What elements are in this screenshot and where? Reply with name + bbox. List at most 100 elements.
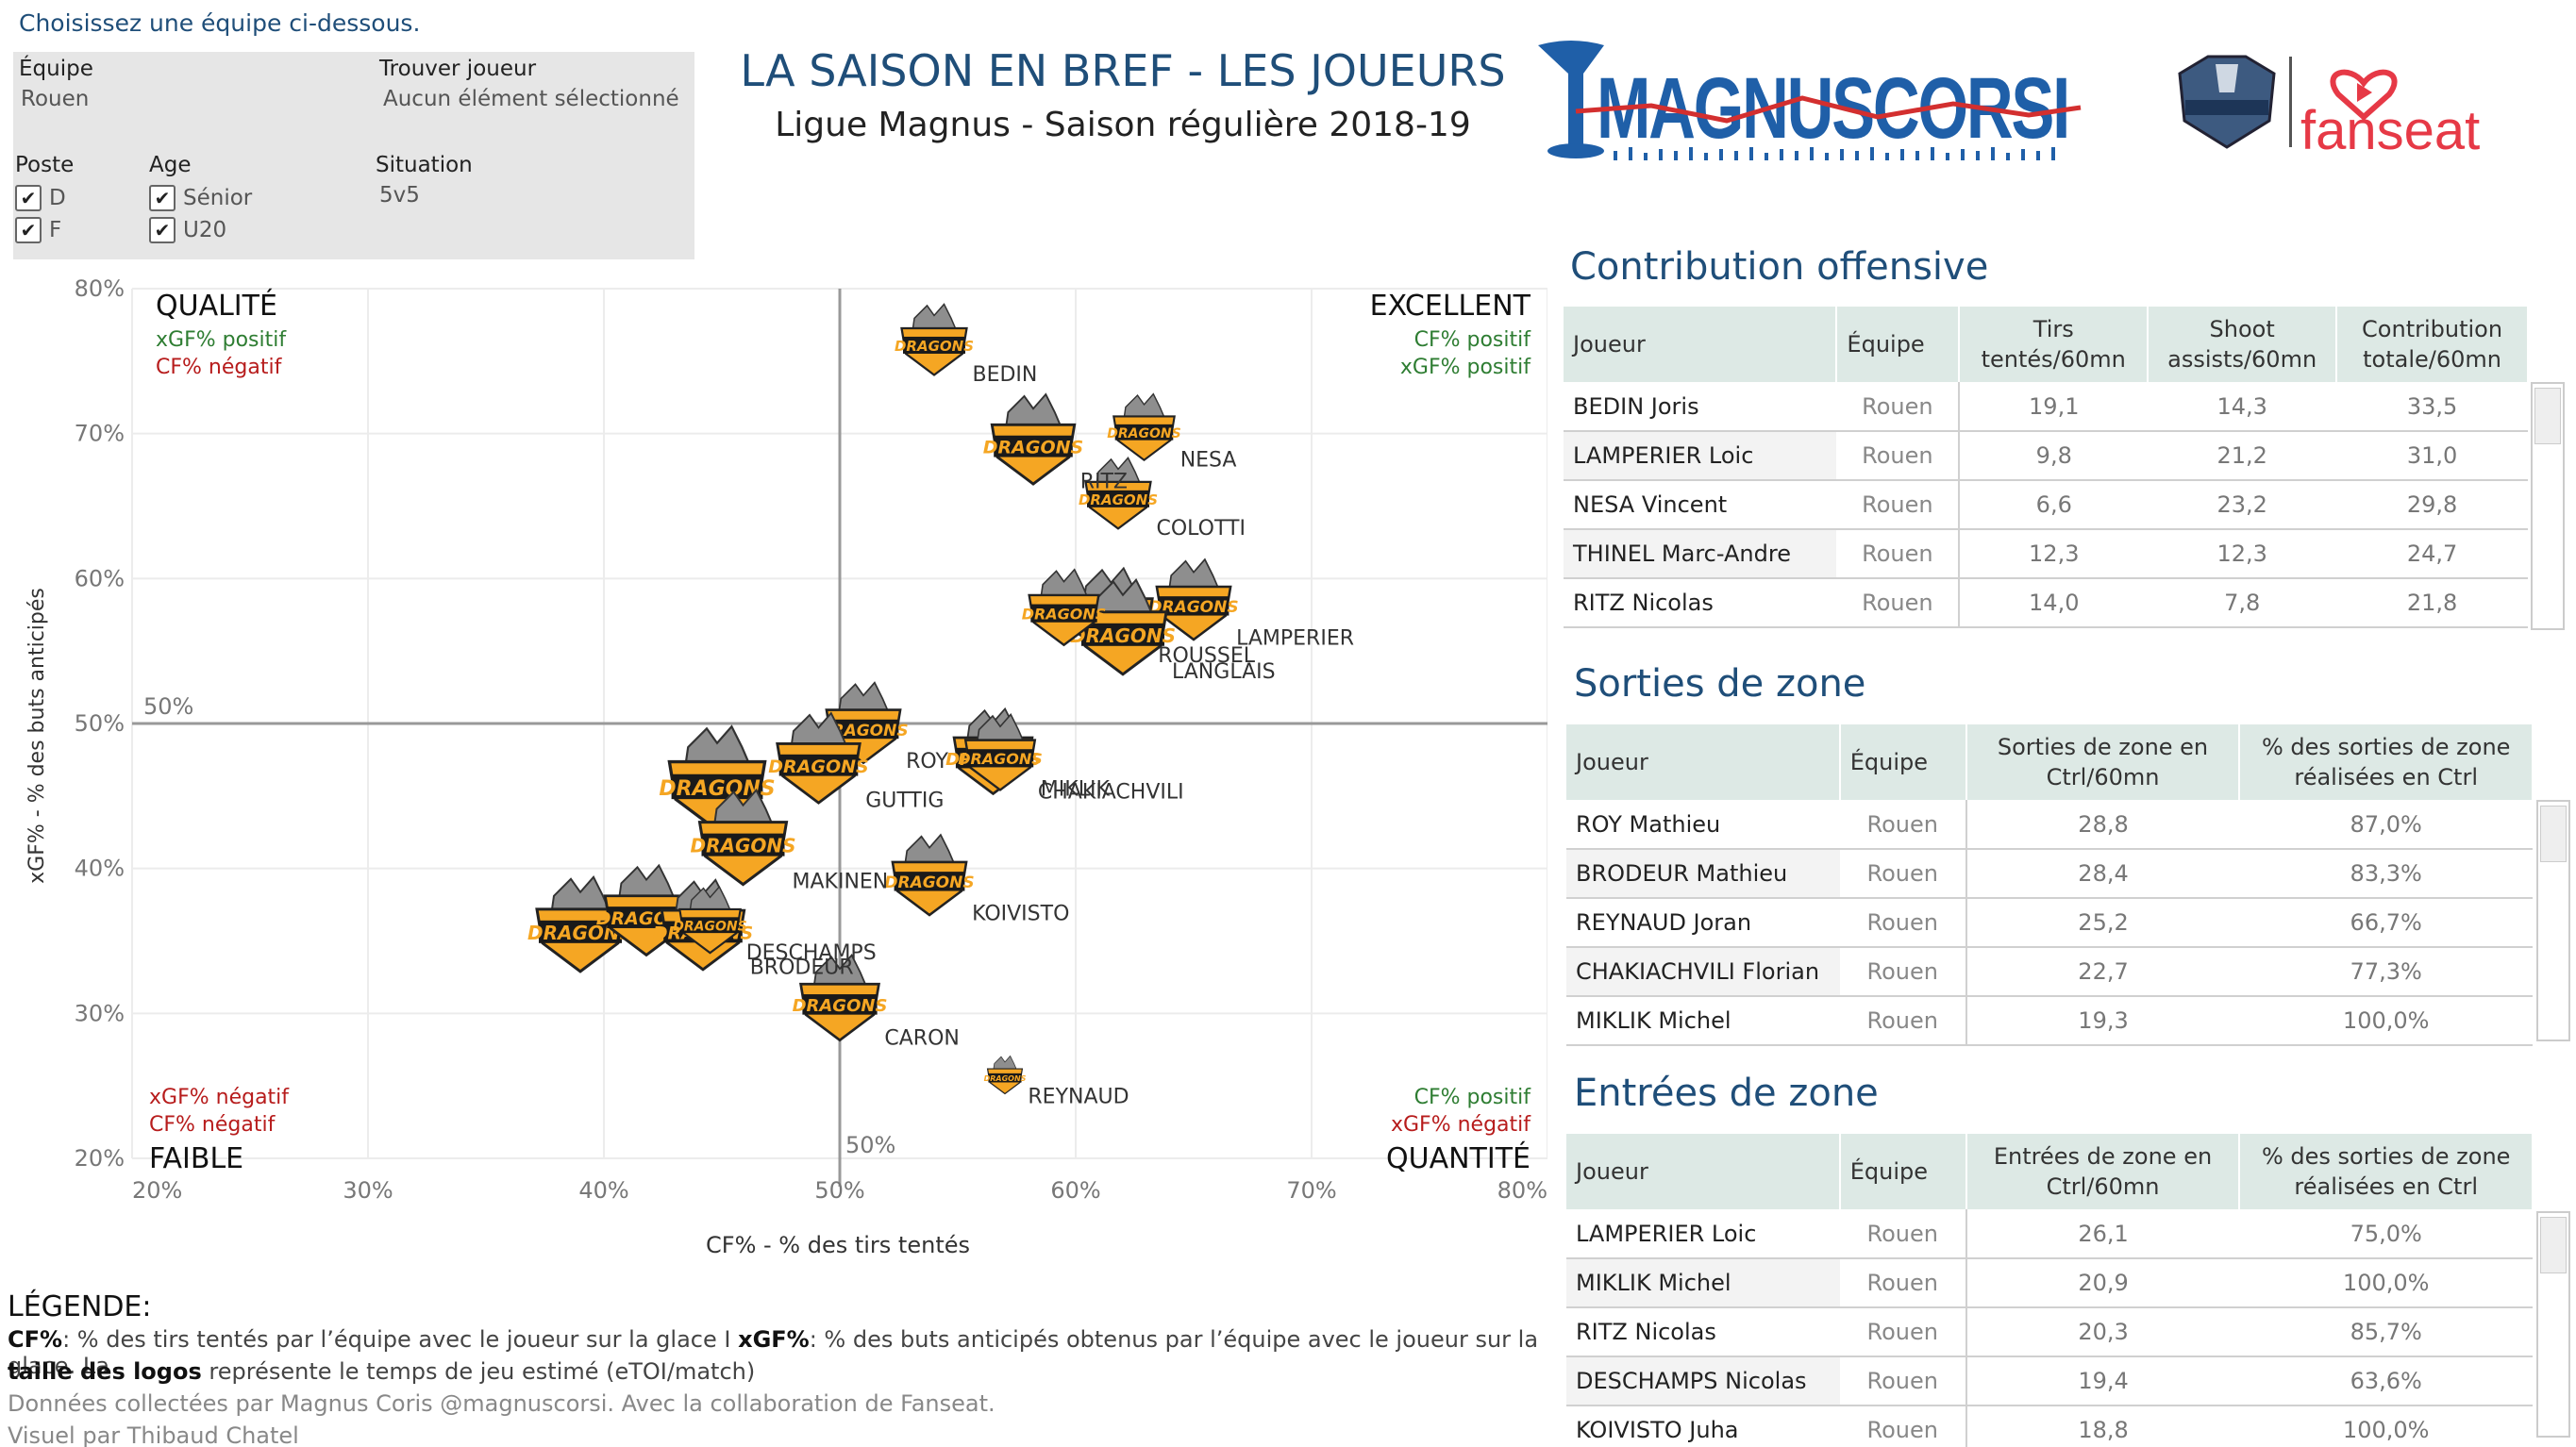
- stat-cell: 14,0: [1959, 578, 2149, 628]
- scatter-chart: 50% 50% 20% 20% 30% 30% 40% 40% 50% 50% 60% 60% 70%…: [25, 275, 1547, 1258]
- table-row[interactable]: MIKLIK Michel Rouen 20,9 100,0%: [1566, 1258, 2533, 1308]
- situation-filter-value[interactable]: 5v5: [379, 183, 420, 208]
- magnuscorsi-logo: MAGNUSCORSI: [1538, 36, 2095, 163]
- table-row[interactable]: BRODEUR Mathieu Rouen 28,4 83,3%: [1566, 849, 2533, 899]
- dragons-logo-point[interactable]: DRAGONS: [1148, 557, 1239, 641]
- age-option-u20[interactable]: ✔ U20: [149, 214, 252, 246]
- quadrant-top-left-line2: CF% négatif: [156, 356, 283, 379]
- table-row[interactable]: NESA Vincent Rouen 6,6 23,2 29,8: [1564, 480, 2528, 530]
- age-option-senior[interactable]: ✔ Sénior: [149, 182, 252, 214]
- position-option-d[interactable]: ✔ D: [15, 182, 66, 214]
- column-header[interactable]: Entrées de zone en Ctrl/60mn: [1965, 1134, 2241, 1209]
- dragon-marker-text: DRAGONS: [958, 750, 1043, 768]
- checkbox-checked-icon[interactable]: ✔: [15, 217, 42, 243]
- dragon-banner: [1114, 424, 1174, 441]
- dragons-logo-point[interactable]: DRAGONS: [673, 885, 747, 955]
- team-cell: Rouen: [1836, 382, 1961, 432]
- dragon-banner: [778, 754, 859, 776]
- player-name-cell: REYNAUD Joran: [1566, 898, 1840, 948]
- offense-table-scrollbar[interactable]: [2531, 382, 2565, 630]
- exits-section-title: Sorties de zone: [1574, 662, 1866, 706]
- table-row[interactable]: REYNAUD Joran Rouen 25,2 66,7%: [1566, 898, 2533, 948]
- dragon-marker-text: DRAGONS: [1148, 598, 1238, 617]
- dragons-logo-point[interactable]: DRAGONS: [984, 1055, 1027, 1095]
- table-row[interactable]: KOIVISTO Juha Rouen 18,8 100,0%: [1566, 1405, 2533, 1447]
- x-axis-title: CF% - % des tirs tentés: [706, 1232, 970, 1258]
- dragon-head-icon: [1005, 392, 1062, 426]
- table-row[interactable]: RITZ Nicolas Rouen 14,0 7,8 21,8: [1564, 578, 2528, 628]
- dragons-logo-point[interactable]: DRAGONS: [884, 833, 975, 917]
- team-filter-dropdown[interactable]: Rouen: [21, 87, 90, 111]
- table-row[interactable]: LAMPERIER Loic Rouen 9,8 21,2 31,0: [1564, 431, 2528, 481]
- dragons-logo-point[interactable]: DRAGONS: [690, 788, 796, 887]
- player-name-cell: LAMPERIER Loic: [1564, 431, 1837, 481]
- table-row[interactable]: ROY Mathieu Rouen 28,8 87,0%: [1566, 800, 2533, 850]
- table-row[interactable]: RITZ Nicolas Rouen 20,3 85,7%: [1566, 1307, 2533, 1357]
- y-tick-label: 30%: [75, 1000, 125, 1026]
- column-header[interactable]: Équipe: [1839, 724, 1967, 800]
- y-tick-label: 70%: [75, 421, 125, 447]
- dragons-logo-point[interactable]: DRAGONS: [1079, 457, 1158, 530]
- reference-line-x-label: 50%: [845, 1132, 895, 1158]
- legend-size-text: représente le temps de jeu estimé (eTOI/…: [209, 1358, 756, 1385]
- dragon-banner: [701, 833, 785, 857]
- legend-xgf-term: xGF%: [738, 1326, 810, 1353]
- dragons-logo-point[interactable]: DRAGONS: [793, 954, 888, 1042]
- stat-cell: 33,5: [2336, 382, 2528, 432]
- exits-table-scrollbar[interactable]: [2536, 800, 2570, 1041]
- column-header[interactable]: Contribution totale/60mn: [2336, 307, 2529, 382]
- team-filter-label: Équipe: [19, 57, 93, 81]
- stat-cell: 9,8: [1959, 431, 2149, 481]
- table-row[interactable]: MIKLIK Michel Rouen 19,3 100,0%: [1566, 996, 2533, 1046]
- dragon-head-icon: [618, 863, 675, 897]
- dragon-head-icon: [684, 724, 750, 763]
- column-header[interactable]: Joueur: [1566, 1134, 1841, 1209]
- checkbox-checked-icon[interactable]: ✔: [149, 217, 176, 243]
- point-label: GUTTIG: [865, 790, 944, 813]
- point-label: ROUSSEL: [1158, 644, 1256, 668]
- column-header[interactable]: Équipe: [1836, 307, 1961, 382]
- position-option-f[interactable]: ✔ F: [15, 214, 66, 246]
- dragons-logo-point[interactable]: DRAGONS: [895, 303, 974, 376]
- checkbox-checked-icon[interactable]: ✔: [149, 185, 176, 211]
- quadrant-bottom-left-title: FAIBLE: [149, 1142, 243, 1175]
- team-cell: Rouen: [1839, 898, 1967, 948]
- dragons-logo-point[interactable]: DRAGONS: [983, 392, 1083, 486]
- stat-cell: 12,3: [1959, 529, 2149, 579]
- column-header[interactable]: % des sorties de zone réalisées en Ctrl: [2239, 724, 2534, 800]
- stat-cell: 6,6: [1959, 480, 2149, 530]
- dragons-logo-point[interactable]: DRAGONS: [958, 712, 1043, 791]
- column-header[interactable]: Shoot assists/60mn: [2148, 307, 2338, 382]
- dragons-logo-point[interactable]: DRAGONS: [596, 863, 696, 957]
- table-row[interactable]: CHAKIACHVILI Florian Rouen 22,7 77,3%: [1566, 947, 2533, 997]
- table-row[interactable]: LAMPERIER Loic Rouen 26,1 75,0%: [1566, 1209, 2533, 1259]
- column-header[interactable]: Sorties de zone en Ctrl/60mn: [1965, 724, 2241, 800]
- dragons-logo-point[interactable]: DRAGONS: [659, 724, 776, 833]
- team-cell: Rouen: [1839, 1356, 1967, 1406]
- column-header[interactable]: Joueur: [1566, 724, 1841, 800]
- dragons-logo-point[interactable]: DRAGONS: [1107, 392, 1181, 461]
- dragons-logo-point[interactable]: DRAGONS: [1022, 568, 1107, 647]
- column-header[interactable]: Tirs tentés/60mn: [1959, 307, 2149, 382]
- stat-cell: 87,0%: [2239, 800, 2533, 850]
- team-cell: Rouen: [1839, 1307, 1967, 1357]
- column-header[interactable]: Joueur: [1564, 307, 1838, 382]
- x-tick-label: 30%: [343, 1177, 393, 1204]
- player-search-dropdown[interactable]: Aucun élément sélectionné: [383, 87, 679, 111]
- table-row[interactable]: DESCHAMPS Nicolas Rouen 19,4 63,6%: [1566, 1356, 2533, 1406]
- dragon-banner: [1158, 596, 1229, 616]
- checkbox-checked-icon[interactable]: ✔: [15, 185, 42, 211]
- age-option-label: Sénior: [183, 186, 253, 210]
- team-cell: Rouen: [1839, 1258, 1967, 1308]
- quadrant-top-right-title: EXCELLENT: [1370, 290, 1531, 323]
- dragon-marker-text: DRAGONS: [1079, 491, 1158, 508]
- table-row[interactable]: THINEL Marc-Andre Rouen 12,3 12,3 24,7: [1564, 529, 2528, 579]
- entries-table-scrollbar[interactable]: [2536, 1211, 2570, 1438]
- table-row[interactable]: BEDIN Joris Rouen 19,1 14,3 33,5: [1564, 382, 2528, 432]
- column-header[interactable]: Équipe: [1839, 1134, 1967, 1209]
- dragon-head-icon: [838, 681, 889, 711]
- legend-xgf-text: : % des buts anticipés obtenus par l’équ…: [8, 1326, 1539, 1379]
- column-header[interactable]: % des sorties de zone réalisées en Ctrl: [2239, 1134, 2534, 1209]
- dragons-logo-point[interactable]: DRAGONS: [768, 711, 869, 805]
- legend-cf-term: CF%: [8, 1326, 63, 1353]
